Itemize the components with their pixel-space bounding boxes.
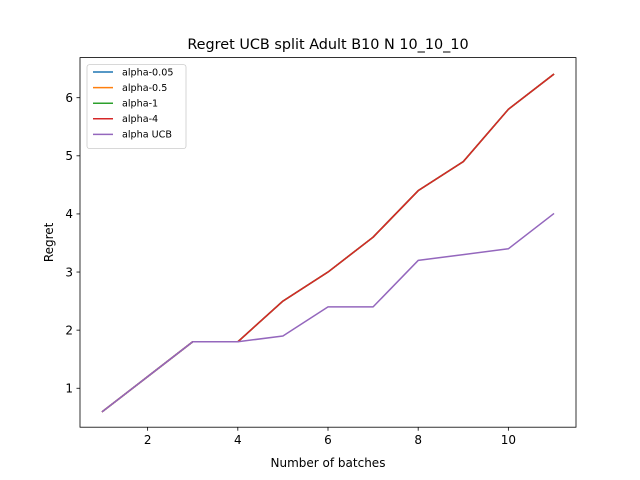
series-line-4 — [101, 212, 555, 413]
x-axis-label: Number of batches — [271, 456, 386, 470]
legend-label: alpha UCB — [122, 130, 172, 141]
y-tick-label: 2 — [65, 323, 73, 337]
legend-label: alpha-1 — [122, 99, 158, 110]
x-tick-label: 6 — [324, 433, 332, 447]
y-tick-label: 1 — [65, 382, 73, 396]
legend-box — [86, 64, 187, 149]
chart-title: Regret UCB split Adult B10 N 10_10_10 — [187, 37, 468, 53]
x-tick-label: 10 — [501, 433, 516, 447]
x-tick-label: 2 — [144, 433, 152, 447]
legend-label: alpha-0.05 — [122, 67, 173, 78]
y-tick-label: 5 — [65, 149, 73, 163]
y-tick-label: 4 — [65, 207, 73, 221]
x-tick-label: 4 — [234, 433, 242, 447]
legend-label: alpha-4 — [122, 114, 158, 125]
y-tick-label: 6 — [65, 91, 73, 105]
legend-label: alpha-0.5 — [122, 83, 167, 94]
y-axis-label: Regret — [42, 222, 56, 262]
y-tick-label: 3 — [65, 265, 73, 279]
x-tick-label: 8 — [414, 433, 422, 447]
